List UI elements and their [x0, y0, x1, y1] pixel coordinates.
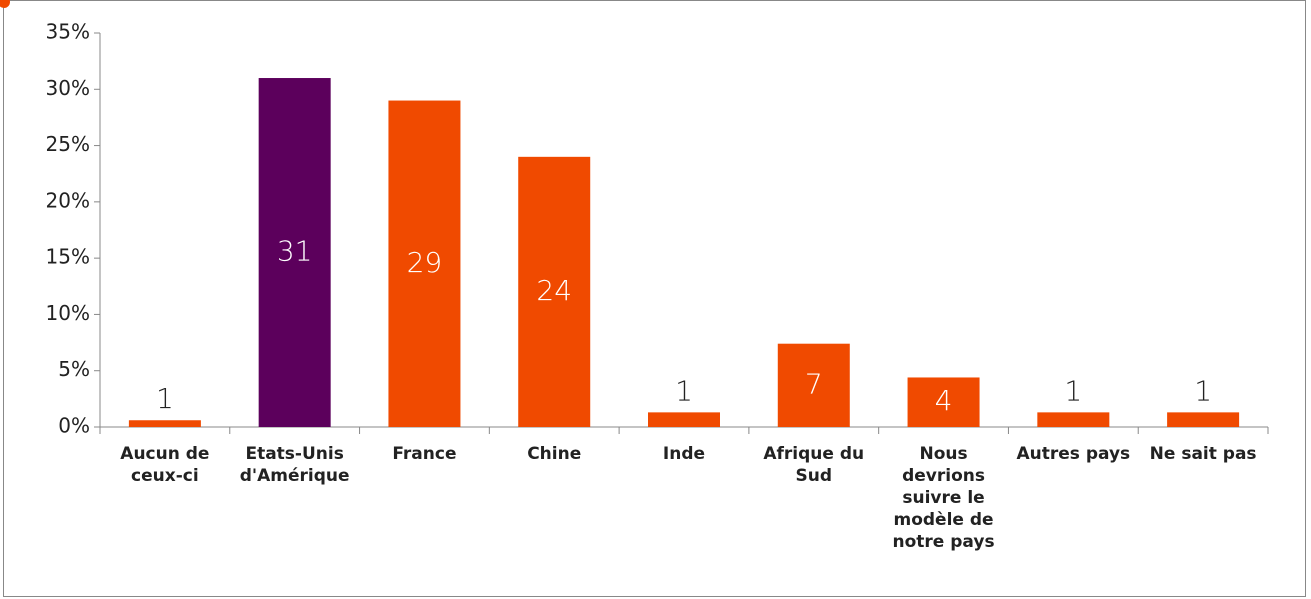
- y-tick-label: 15%: [46, 245, 90, 269]
- decor-dot: [0, 0, 10, 8]
- data-label: 1: [675, 374, 693, 407]
- bar: [128, 420, 201, 427]
- y-tick-label: 25%: [46, 132, 90, 156]
- data-label: 7: [805, 367, 823, 400]
- bar: [1167, 412, 1240, 427]
- bar: [1037, 412, 1110, 427]
- data-label: 1: [1064, 374, 1082, 407]
- x-tick-label: France: [392, 444, 457, 464]
- bar: [648, 412, 720, 427]
- data-label: 31: [277, 235, 313, 268]
- data-label: 4: [935, 384, 953, 417]
- x-tick-label: Inde: [662, 444, 706, 464]
- y-tick-label: 30%: [46, 76, 90, 100]
- data-label: 24: [536, 274, 572, 307]
- data-label: 29: [407, 246, 443, 279]
- x-tick-label: Nous devrions suivre le modèle de notre …: [892, 444, 995, 552]
- y-tick-label: 5%: [58, 357, 90, 381]
- x-tick-label: Autres pays: [1016, 444, 1131, 464]
- data-label: 1: [1194, 374, 1212, 407]
- x-tick-label: Chine: [527, 444, 582, 464]
- x-tick-label: Etats-Unis d'Amérique: [239, 444, 350, 486]
- data-label: 1: [156, 382, 174, 415]
- bar: [907, 377, 980, 427]
- bar: [518, 156, 591, 428]
- y-tick-label: 10%: [46, 301, 90, 325]
- bar: [258, 78, 331, 428]
- bar: [777, 343, 850, 427]
- y-tick-label: 20%: [46, 188, 90, 212]
- bar: [388, 100, 461, 428]
- y-tick-label: 0%: [58, 414, 90, 438]
- y-tick-label: 35%: [46, 20, 90, 44]
- chart-frame: [3, 0, 1306, 597]
- x-tick-label: Aucun de ceux-ci: [120, 444, 210, 486]
- x-tick-label: Ne sait pas: [1149, 444, 1257, 464]
- x-tick-label: Afrique du Sud: [763, 444, 865, 486]
